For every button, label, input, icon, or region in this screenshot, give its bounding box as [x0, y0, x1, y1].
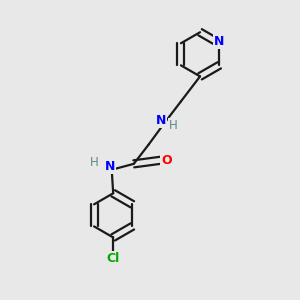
Text: Cl: Cl	[106, 252, 120, 265]
Text: H: H	[90, 156, 99, 169]
Text: N: N	[214, 35, 224, 48]
Text: O: O	[161, 154, 172, 167]
Text: H: H	[169, 119, 177, 132]
Text: N: N	[156, 114, 166, 127]
Text: N: N	[105, 160, 116, 173]
